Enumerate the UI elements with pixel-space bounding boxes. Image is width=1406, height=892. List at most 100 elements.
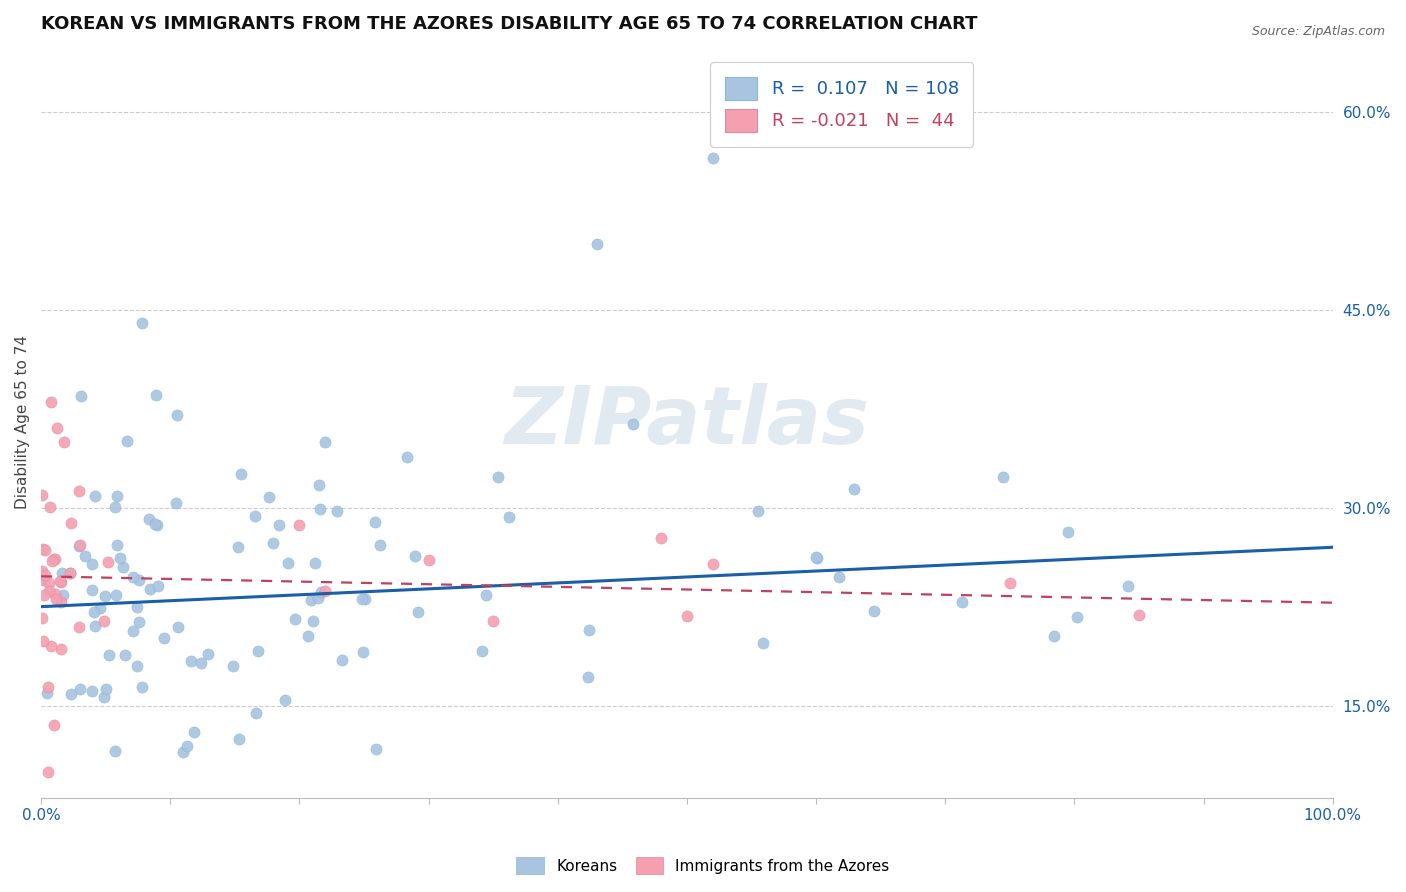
Point xyxy=(52,588,75,602)
Point xyxy=(69,681,91,696)
Point xyxy=(131,316,153,330)
Point xyxy=(83,619,105,633)
Point xyxy=(299,593,322,607)
Point xyxy=(364,515,387,529)
Point xyxy=(482,614,505,628)
Point xyxy=(404,549,426,563)
Point xyxy=(138,512,160,526)
Point xyxy=(301,614,323,628)
Point xyxy=(114,648,136,663)
Point xyxy=(80,557,103,571)
Point xyxy=(474,588,496,602)
Text: Source: ZipAtlas.com: Source: ZipAtlas.com xyxy=(1251,25,1385,38)
Point xyxy=(353,592,375,607)
Point xyxy=(44,587,66,601)
Point xyxy=(39,639,62,653)
Point xyxy=(314,434,336,449)
Point xyxy=(998,576,1021,591)
Y-axis label: Disability Age 65 to 74: Disability Age 65 to 74 xyxy=(15,334,30,508)
Text: ZIPatlas: ZIPatlas xyxy=(505,383,869,461)
Point xyxy=(111,560,134,574)
Point xyxy=(93,589,115,603)
Point xyxy=(747,504,769,518)
Point xyxy=(128,573,150,587)
Point xyxy=(59,566,82,580)
Point xyxy=(38,576,60,591)
Point xyxy=(107,538,129,552)
Point xyxy=(67,620,90,634)
Point xyxy=(418,553,440,567)
Point xyxy=(330,653,353,667)
Point xyxy=(231,467,253,482)
Point xyxy=(122,624,145,639)
Point xyxy=(51,566,73,580)
Point xyxy=(49,595,72,609)
Point xyxy=(578,624,600,638)
Point xyxy=(93,614,115,628)
Point xyxy=(166,620,188,634)
Point xyxy=(314,583,336,598)
Point xyxy=(257,490,280,504)
Point xyxy=(308,478,330,492)
Text: KOREAN VS IMMIGRANTS FROM THE AZORES DISABILITY AGE 65 TO 74 CORRELATION CHART: KOREAN VS IMMIGRANTS FROM THE AZORES DIS… xyxy=(41,15,977,33)
Point xyxy=(702,557,724,571)
Legend: Koreans, Immigrants from the Azores: Koreans, Immigrants from the Azores xyxy=(510,851,896,880)
Point xyxy=(245,706,267,720)
Point xyxy=(96,681,118,696)
Point xyxy=(127,659,149,673)
Point xyxy=(274,693,297,707)
Point xyxy=(804,550,827,565)
Point xyxy=(309,584,332,599)
Point xyxy=(991,470,1014,484)
Point xyxy=(269,518,291,533)
Point xyxy=(115,434,138,448)
Point xyxy=(34,567,56,582)
Point xyxy=(45,421,67,435)
Point xyxy=(166,409,188,423)
Point xyxy=(288,517,311,532)
Point xyxy=(146,517,169,532)
Point xyxy=(243,509,266,524)
Point xyxy=(32,634,55,648)
Point xyxy=(45,592,67,607)
Point xyxy=(1116,579,1139,593)
Point xyxy=(97,555,120,569)
Point xyxy=(104,500,127,514)
Point xyxy=(49,575,72,590)
Point xyxy=(37,764,59,779)
Point xyxy=(32,588,55,602)
Point xyxy=(576,670,599,684)
Point xyxy=(89,601,111,615)
Point xyxy=(486,470,509,484)
Point xyxy=(498,510,520,524)
Point xyxy=(84,490,107,504)
Point xyxy=(806,550,828,565)
Point xyxy=(228,731,250,746)
Point xyxy=(366,741,388,756)
Point xyxy=(309,502,332,516)
Point xyxy=(190,656,212,670)
Point xyxy=(83,605,105,619)
Point xyxy=(139,582,162,597)
Point xyxy=(131,681,153,695)
Point xyxy=(59,566,82,580)
Point xyxy=(44,718,66,732)
Point xyxy=(31,611,53,625)
Point xyxy=(842,482,865,496)
Point xyxy=(60,687,83,701)
Point xyxy=(41,554,63,568)
Point xyxy=(370,538,392,552)
Point xyxy=(31,565,53,579)
Point xyxy=(1128,607,1150,622)
Point xyxy=(37,686,59,700)
Point xyxy=(153,631,176,645)
Point xyxy=(471,644,494,658)
Point xyxy=(108,550,131,565)
Point xyxy=(122,569,145,583)
Point xyxy=(67,484,90,499)
Point xyxy=(183,725,205,739)
Point xyxy=(197,647,219,661)
Point xyxy=(49,574,72,588)
Point xyxy=(31,574,53,588)
Point xyxy=(67,539,90,553)
